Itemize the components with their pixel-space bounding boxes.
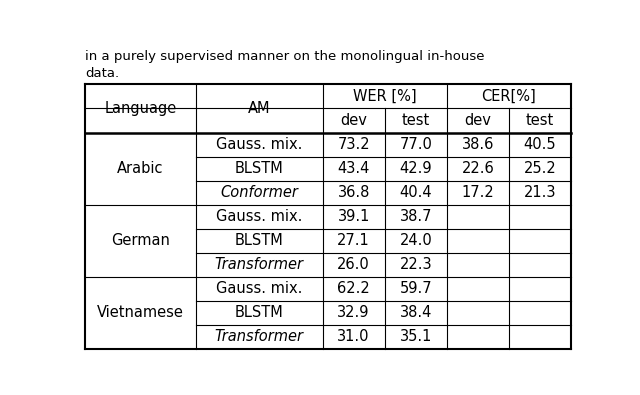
- Text: 36.8: 36.8: [337, 185, 370, 200]
- Text: BLSTM: BLSTM: [235, 305, 284, 320]
- Text: 24.0: 24.0: [399, 233, 432, 248]
- Text: dev: dev: [340, 113, 367, 128]
- Text: 38.7: 38.7: [399, 209, 432, 224]
- Text: Language: Language: [104, 101, 177, 116]
- Text: Transformer: Transformer: [214, 329, 303, 344]
- Text: Gauss. mix.: Gauss. mix.: [216, 281, 302, 296]
- Text: Gauss. mix.: Gauss. mix.: [216, 137, 302, 152]
- Text: 73.2: 73.2: [337, 137, 370, 152]
- Text: 40.4: 40.4: [399, 185, 432, 200]
- Text: 40.5: 40.5: [524, 137, 556, 152]
- Text: Vietnamese: Vietnamese: [97, 305, 184, 320]
- Text: 22.3: 22.3: [399, 257, 432, 272]
- Text: 25.2: 25.2: [524, 161, 556, 176]
- Text: 17.2: 17.2: [461, 185, 494, 200]
- Text: 27.1: 27.1: [337, 233, 370, 248]
- Text: in a purely supervised manner on the monolingual in-house: in a purely supervised manner on the mon…: [85, 51, 484, 64]
- Text: WER [%]: WER [%]: [353, 88, 417, 103]
- Text: data.: data.: [85, 67, 119, 80]
- Text: AM: AM: [248, 101, 270, 116]
- Text: 35.1: 35.1: [399, 329, 432, 344]
- Text: 42.9: 42.9: [399, 161, 432, 176]
- Text: 31.0: 31.0: [337, 329, 370, 344]
- Text: BLSTM: BLSTM: [235, 161, 284, 176]
- Text: BLSTM: BLSTM: [235, 233, 284, 248]
- Text: 22.6: 22.6: [461, 161, 494, 176]
- Text: 38.6: 38.6: [461, 137, 494, 152]
- Text: Gauss. mix.: Gauss. mix.: [216, 209, 302, 224]
- Text: test: test: [526, 113, 554, 128]
- Text: 39.1: 39.1: [337, 209, 370, 224]
- Text: 32.9: 32.9: [337, 305, 370, 320]
- Text: CER[%]: CER[%]: [481, 88, 536, 103]
- Text: dev: dev: [465, 113, 492, 128]
- Text: Conformer: Conformer: [220, 185, 298, 200]
- Text: 77.0: 77.0: [399, 137, 432, 152]
- Text: Transformer: Transformer: [214, 257, 303, 272]
- Text: German: German: [111, 233, 170, 248]
- Text: 59.7: 59.7: [399, 281, 432, 296]
- Text: 21.3: 21.3: [524, 185, 556, 200]
- Text: 62.2: 62.2: [337, 281, 370, 296]
- Text: 38.4: 38.4: [399, 305, 432, 320]
- Text: test: test: [402, 113, 430, 128]
- Text: 26.0: 26.0: [337, 257, 370, 272]
- Text: 43.4: 43.4: [337, 161, 370, 176]
- Text: Arabic: Arabic: [117, 161, 164, 176]
